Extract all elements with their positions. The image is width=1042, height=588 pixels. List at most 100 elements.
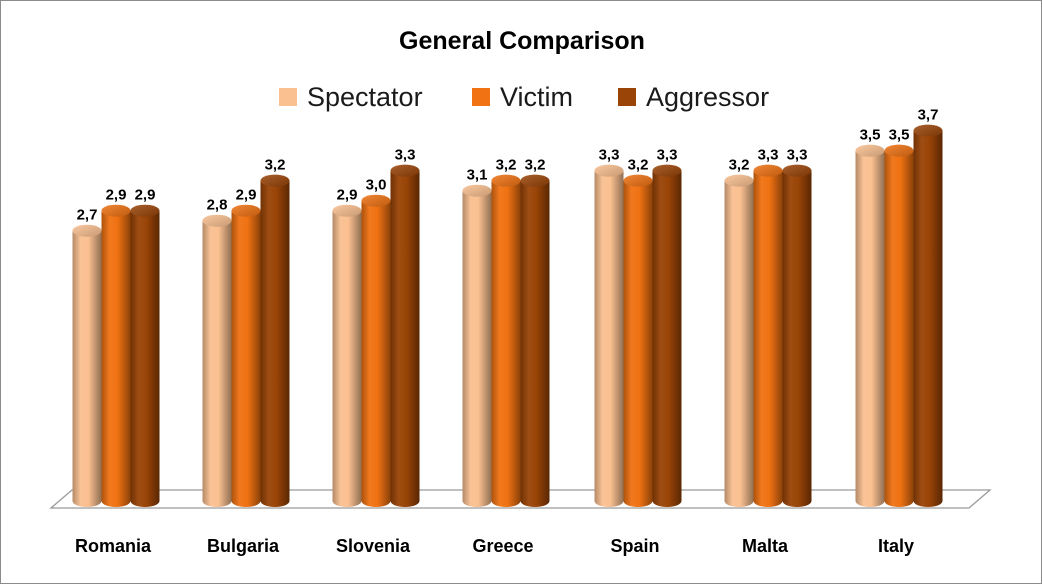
bar-romania-victim	[101, 204, 131, 507]
legend-item-aggressor: Aggressor	[618, 82, 769, 112]
bar-body	[491, 180, 521, 507]
legend-swatch	[279, 88, 297, 106]
bar-top	[332, 204, 362, 217]
bar-body	[260, 180, 290, 507]
bar-top	[462, 184, 492, 197]
legend-label: Aggressor	[646, 82, 769, 112]
bar-greece-aggressor	[520, 174, 550, 507]
category-label-greece: Greece	[472, 536, 533, 556]
bar-body	[520, 180, 550, 507]
data-label: 3,2	[265, 157, 286, 174]
bar-body	[623, 180, 653, 507]
category-label-italy: Italy	[878, 536, 914, 556]
bar-top	[753, 164, 783, 177]
bar-slovenia-spectator	[332, 204, 362, 507]
bar-romania-aggressor	[130, 204, 160, 507]
category-label-bulgaria: Bulgaria	[207, 536, 280, 556]
bars-group	[72, 124, 943, 508]
bar-body	[913, 130, 943, 507]
bar-top	[594, 164, 624, 177]
data-label: 2,9	[106, 187, 127, 204]
bar-body	[594, 170, 624, 508]
bar-spain-aggressor	[652, 164, 682, 508]
legend-label: Victim	[500, 82, 573, 112]
data-label: 3,3	[758, 147, 779, 164]
data-labels-group: 2,7 2,9 2,9 2,8 2,9 3,2 2,9 3,0 3,3 3,1 3,2 3,2 3,3 3…	[77, 107, 939, 224]
bar-body	[101, 210, 131, 507]
data-label: 2,9	[236, 187, 257, 204]
bar-romania-spectator	[72, 224, 102, 508]
legend-item-spectator: Spectator	[279, 82, 423, 112]
bar-greece-victim	[491, 174, 521, 507]
data-label: 3,2	[729, 157, 750, 174]
data-label: 3,3	[599, 147, 620, 164]
data-label: 3,7	[918, 107, 939, 124]
bar-top	[491, 174, 521, 187]
bar-top	[623, 174, 653, 187]
bar-top	[782, 164, 812, 177]
bar-body	[855, 150, 885, 507]
bar-malta-victim	[753, 164, 783, 508]
bar-top	[724, 174, 754, 187]
bar-body	[390, 170, 420, 508]
bar-body	[753, 170, 783, 508]
bar-body	[361, 200, 391, 507]
data-label: 3,3	[395, 147, 416, 164]
bar-top	[130, 204, 160, 217]
data-label: 3,2	[525, 157, 546, 174]
bar-slovenia-victim	[361, 194, 391, 507]
category-label-romania: Romania	[75, 536, 152, 556]
legend-item-victim: Victim	[472, 82, 573, 112]
bar-body	[130, 210, 160, 507]
data-label: 3,3	[657, 147, 678, 164]
bar-top	[520, 174, 550, 187]
bar-slovenia-aggressor	[390, 164, 420, 508]
bar-body	[652, 170, 682, 508]
data-label: 2,9	[135, 187, 156, 204]
legend-swatch	[472, 88, 490, 106]
bar-body	[462, 190, 492, 507]
data-label: 3,2	[628, 157, 649, 174]
bar-top	[101, 204, 131, 217]
data-label: 3,0	[366, 177, 387, 194]
bar-body	[884, 150, 914, 507]
bar-top	[72, 224, 102, 237]
bar-italy-spectator	[855, 144, 885, 507]
bar-top	[652, 164, 682, 177]
bar-body	[332, 210, 362, 507]
category-label-spain: Spain	[610, 536, 659, 556]
bar-bulgaria-aggressor	[260, 174, 290, 507]
bar-malta-spectator	[724, 174, 754, 507]
bar-malta-aggressor	[782, 164, 812, 508]
data-label: 2,7	[77, 207, 98, 224]
data-label: 2,8	[207, 197, 228, 214]
bar-body	[231, 210, 261, 507]
data-label: 3,3	[787, 147, 808, 164]
bar-top	[260, 174, 290, 187]
legend-label: Spectator	[307, 82, 423, 112]
bar-body	[782, 170, 812, 508]
category-label-slovenia: Slovenia	[336, 536, 411, 556]
bar-spain-spectator	[594, 164, 624, 508]
chart-legend: Spectator Victim Aggressor	[279, 82, 769, 112]
bar-italy-aggressor	[913, 124, 943, 507]
bar-bulgaria-spectator	[202, 214, 232, 507]
data-label: 3,5	[889, 127, 910, 144]
bar-spain-victim	[623, 174, 653, 507]
bar-body	[202, 220, 232, 507]
bar-body	[72, 230, 102, 508]
bar-top	[231, 204, 261, 217]
bar-italy-victim	[884, 144, 914, 507]
category-label-malta: Malta	[742, 536, 789, 556]
bar-top	[884, 144, 914, 157]
chart-title: General Comparison	[399, 27, 645, 55]
data-label: 3,5	[860, 127, 881, 144]
bar-top	[855, 144, 885, 157]
data-label: 3,2	[496, 157, 517, 174]
bar-top	[202, 214, 232, 227]
bar-top	[361, 194, 391, 207]
data-label: 2,9	[337, 187, 358, 204]
bar-body	[724, 180, 754, 507]
